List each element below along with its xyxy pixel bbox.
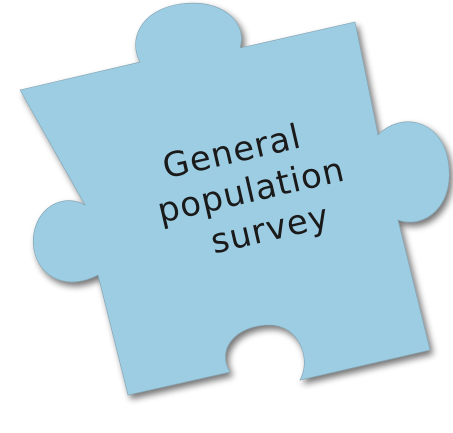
puzzle-piece-shape — [19, 2, 450, 396]
puzzle-piece — [19, 2, 450, 396]
